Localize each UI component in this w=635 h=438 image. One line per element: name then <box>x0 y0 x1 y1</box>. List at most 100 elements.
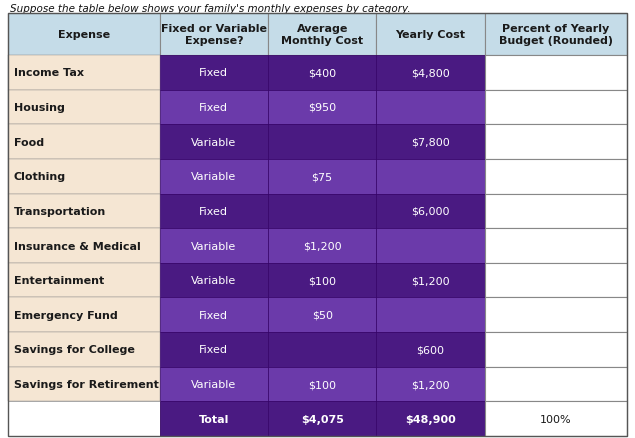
Bar <box>377 125 485 159</box>
Text: $1,200: $1,200 <box>411 276 450 286</box>
Bar <box>159 367 268 402</box>
Bar <box>268 298 377 332</box>
Text: Clothing: Clothing <box>14 172 66 182</box>
Text: Suppose the table below shows your family's monthly expenses by category.: Suppose the table below shows your famil… <box>10 4 411 14</box>
Bar <box>268 402 377 436</box>
Bar <box>8 159 159 194</box>
Text: Income Tax: Income Tax <box>14 68 84 78</box>
Text: Fixed: Fixed <box>199 103 229 113</box>
Text: $600: $600 <box>417 345 444 355</box>
Text: Fixed: Fixed <box>199 345 229 355</box>
Bar <box>159 298 268 332</box>
Bar <box>377 90 485 125</box>
Text: $1,200: $1,200 <box>303 241 342 251</box>
Text: $950: $950 <box>308 103 336 113</box>
Bar <box>159 56 268 90</box>
Bar <box>8 367 159 402</box>
Text: $6,000: $6,000 <box>411 206 450 216</box>
Bar <box>485 229 627 263</box>
Bar <box>377 14 485 56</box>
Text: $75: $75 <box>312 172 333 182</box>
Bar <box>159 159 268 194</box>
Text: Savings for College: Savings for College <box>14 345 135 355</box>
Bar <box>159 229 268 263</box>
Bar <box>268 159 377 194</box>
Text: Emergency Fund: Emergency Fund <box>14 310 117 320</box>
Bar <box>159 194 268 229</box>
Text: Variable: Variable <box>191 241 236 251</box>
Bar <box>8 402 159 436</box>
Text: $7,800: $7,800 <box>411 137 450 147</box>
Bar <box>8 125 159 159</box>
Text: $4,800: $4,800 <box>411 68 450 78</box>
Bar <box>485 263 627 298</box>
Text: Entertainment: Entertainment <box>14 276 104 286</box>
Bar <box>159 402 268 436</box>
Bar <box>159 332 268 367</box>
Text: Percent of Yearly
Budget (Rounded): Percent of Yearly Budget (Rounded) <box>499 24 613 46</box>
Bar <box>268 263 377 298</box>
Bar <box>377 159 485 194</box>
Bar <box>268 125 377 159</box>
Bar <box>485 125 627 159</box>
Bar <box>377 402 485 436</box>
Text: Expense: Expense <box>58 30 110 40</box>
Text: $50: $50 <box>312 310 333 320</box>
Bar <box>485 159 627 194</box>
Bar <box>8 56 159 90</box>
Bar <box>8 332 159 367</box>
Bar <box>485 332 627 367</box>
Bar <box>377 298 485 332</box>
Text: Yearly Cost: Yearly Cost <box>396 30 465 40</box>
Text: Savings for Retirement: Savings for Retirement <box>14 379 159 389</box>
Bar <box>377 229 485 263</box>
Bar <box>268 14 377 56</box>
Text: Average
Monthly Cost: Average Monthly Cost <box>281 24 363 46</box>
Bar <box>159 90 268 125</box>
Bar <box>485 56 627 90</box>
Bar <box>377 367 485 402</box>
Bar <box>485 194 627 229</box>
Text: Total: Total <box>199 414 229 424</box>
Bar <box>485 402 627 436</box>
Text: Variable: Variable <box>191 276 236 286</box>
Bar <box>8 229 159 263</box>
Text: Variable: Variable <box>191 172 236 182</box>
Bar <box>268 90 377 125</box>
Text: Fixed: Fixed <box>199 68 229 78</box>
Bar <box>8 194 159 229</box>
Text: Variable: Variable <box>191 379 236 389</box>
Text: $100: $100 <box>308 276 336 286</box>
Bar <box>268 194 377 229</box>
Text: $48,900: $48,900 <box>405 414 456 424</box>
Text: Fixed: Fixed <box>199 206 229 216</box>
Bar <box>159 14 268 56</box>
Text: Fixed or Variable
Expense?: Fixed or Variable Expense? <box>161 24 267 46</box>
Bar <box>8 14 159 56</box>
Bar <box>159 125 268 159</box>
Text: Fixed: Fixed <box>199 310 229 320</box>
Bar <box>485 298 627 332</box>
Bar <box>485 14 627 56</box>
Text: $1,200: $1,200 <box>411 379 450 389</box>
Bar <box>377 263 485 298</box>
Bar <box>485 367 627 402</box>
Text: $4,075: $4,075 <box>301 414 344 424</box>
Bar <box>485 90 627 125</box>
Text: Variable: Variable <box>191 137 236 147</box>
Text: $400: $400 <box>308 68 336 78</box>
Bar <box>377 56 485 90</box>
Bar <box>8 263 159 298</box>
Text: Housing: Housing <box>14 103 65 113</box>
Text: Insurance & Medical: Insurance & Medical <box>14 241 141 251</box>
Bar <box>8 298 159 332</box>
Text: $100: $100 <box>308 379 336 389</box>
Bar <box>377 332 485 367</box>
Bar <box>268 229 377 263</box>
Text: Transportation: Transportation <box>14 206 106 216</box>
Text: Food: Food <box>14 137 44 147</box>
Bar <box>268 367 377 402</box>
Bar <box>268 56 377 90</box>
Bar <box>377 194 485 229</box>
Bar <box>8 90 159 125</box>
